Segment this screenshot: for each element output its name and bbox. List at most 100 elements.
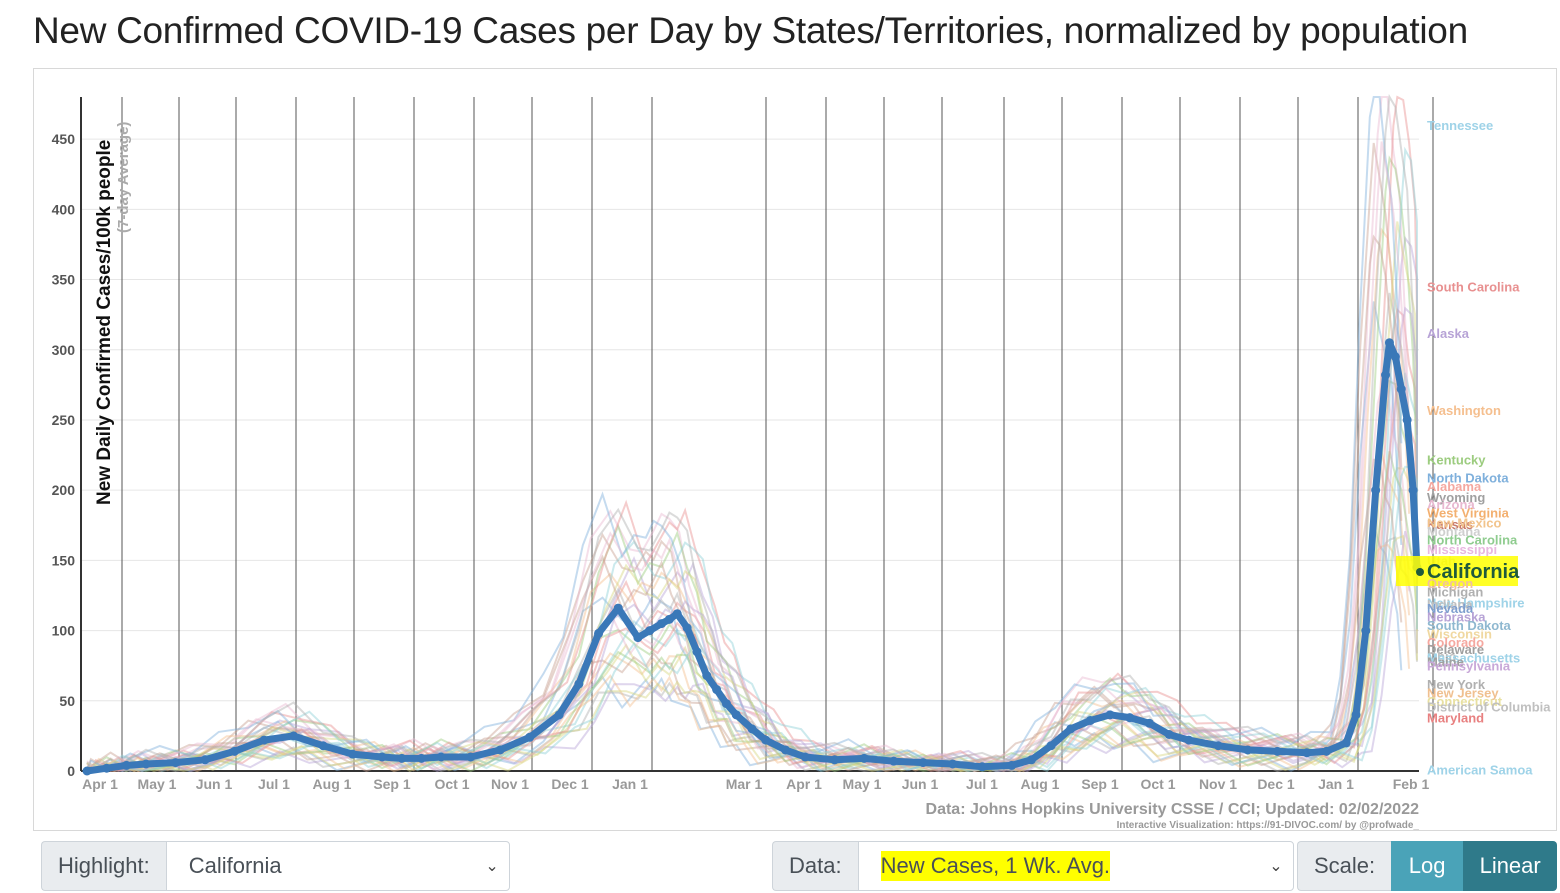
california-point (1046, 741, 1056, 751)
series-end-label: New Mexico (1427, 515, 1501, 530)
state-series-line (86, 96, 1411, 773)
california-point (702, 671, 712, 681)
california-point (1184, 735, 1194, 745)
california-point (664, 614, 674, 624)
state-series-line (86, 458, 1403, 773)
data-select[interactable]: New Cases, 1 Wk. Avg. ⌄ (857, 841, 1294, 891)
state-series-line (86, 142, 1403, 773)
x-tick-label: May 1 (843, 776, 882, 792)
series-end-label: New Jersey (1427, 685, 1499, 700)
california-point (1066, 724, 1076, 734)
california-point (712, 685, 722, 695)
series-end-label: Kentucky (1427, 452, 1486, 467)
california-point (1085, 715, 1095, 725)
series-end-label: North Dakota (1427, 471, 1509, 486)
series-end-label: North Carolina (1427, 532, 1518, 547)
california-point (830, 755, 840, 765)
series-end-label: Alabama (1427, 479, 1482, 494)
y-tick-label: 0 (67, 763, 75, 779)
y-tick-label: 100 (52, 623, 76, 639)
california-point (171, 758, 181, 768)
series-end-label: Michigan (1427, 584, 1483, 599)
california-point (761, 735, 771, 745)
series-end-label: Tennessee (1427, 118, 1493, 133)
x-tick-label: Nov 1 (1199, 776, 1237, 792)
x-tick-label: Oct 1 (434, 776, 469, 792)
highlight-select-value: California (188, 853, 282, 878)
california-point (800, 752, 810, 762)
series-end-label: American Samoa (1427, 763, 1533, 778)
california-point (1361, 626, 1371, 636)
california-point (121, 760, 131, 770)
series-end-label: District of Columbia (1427, 699, 1551, 714)
california-point (82, 766, 92, 776)
y-tick-label: 300 (52, 342, 76, 358)
state-series-line (86, 292, 1418, 772)
california-point (1390, 352, 1400, 362)
series-end-label: Maryland (1427, 711, 1484, 726)
california-point (1125, 713, 1135, 723)
series-end-label: Oregon (1427, 576, 1473, 591)
highlight-select[interactable]: California ⌄ (165, 841, 510, 891)
california-point (656, 619, 666, 629)
state-series-line (94, 95, 1418, 771)
california-point (416, 753, 426, 763)
x-tick-label: Aug 1 (313, 776, 352, 792)
cases-line-chart: 0 50 100 150 200 250 300 350 400 450 Apr 1 May 1 Jun… (52, 93, 1551, 830)
california-point (948, 759, 958, 769)
california-point (645, 626, 655, 636)
y-axis-title: New Daily Confirmed Cases/100k people (94, 140, 115, 505)
california-point (495, 745, 505, 755)
california-point (594, 628, 604, 638)
california-point (1341, 738, 1351, 748)
california-point (1381, 370, 1391, 380)
series-end-label: Washington (1427, 403, 1501, 418)
x-tick-label: Feb 1 (1393, 776, 1430, 792)
y-tick-label: 50 (59, 693, 75, 709)
california-point (525, 732, 535, 742)
x-tick-label: Apr 1 (82, 776, 118, 792)
series-end-label: New Hampshire (1427, 596, 1525, 611)
data-control: Data: New Cases, 1 Wk. Avg. ⌄ (772, 841, 1294, 891)
california-point (859, 753, 869, 763)
data-source-note: Data: Johns Hopkins University CSSE / CC… (926, 801, 1420, 818)
california-point (436, 752, 446, 762)
state-series-line (86, 155, 1418, 773)
california-point (780, 745, 790, 755)
series-end-label: Indiana (1427, 597, 1473, 612)
state-series-line (86, 93, 1418, 773)
scale-label: Scale: (1297, 841, 1392, 891)
california-point (1402, 415, 1412, 425)
california-point (613, 603, 623, 613)
chart-container: 0 50 100 150 200 250 300 350 400 450 Apr 1 May 1 Jun… (33, 68, 1557, 831)
california-point (1396, 384, 1406, 394)
series-end-label: Delaware (1427, 642, 1484, 657)
x-tick-label: Nov 1 (491, 776, 529, 792)
series-end-label: Arizona (1427, 497, 1475, 512)
state-series-line (102, 146, 1418, 772)
y-tick-label: 200 (52, 482, 76, 498)
x-tick-label: Dec 1 (1257, 776, 1295, 792)
x-tick-label: Oct 1 (1140, 776, 1175, 792)
series-end-label: California (1427, 561, 1520, 583)
california-point (747, 724, 757, 734)
california-point (1384, 338, 1394, 348)
state-series-line (86, 543, 1411, 773)
california-point (1272, 746, 1282, 756)
california-point (633, 633, 643, 643)
california-point (397, 753, 407, 763)
series-end-label: Pennsylvania (1427, 659, 1511, 674)
x-tick-label: May 1 (138, 776, 177, 792)
scale-log-button[interactable]: Log (1391, 841, 1464, 891)
y-tick-label: 450 (52, 131, 76, 147)
california-point (102, 763, 112, 773)
series-end-label: Maine (1427, 654, 1464, 669)
series-end-label: Montana (1427, 524, 1481, 539)
series-end-label: South Dakota (1427, 618, 1512, 633)
series-end-label: Nevada (1427, 601, 1474, 616)
x-tick-label: Apr 1 (786, 776, 822, 792)
scale-linear-button[interactable]: Linear (1463, 841, 1558, 891)
chevron-down-icon: ⌄ (485, 858, 499, 875)
california-point (1213, 741, 1223, 751)
y-tick-label: 350 (52, 272, 76, 288)
